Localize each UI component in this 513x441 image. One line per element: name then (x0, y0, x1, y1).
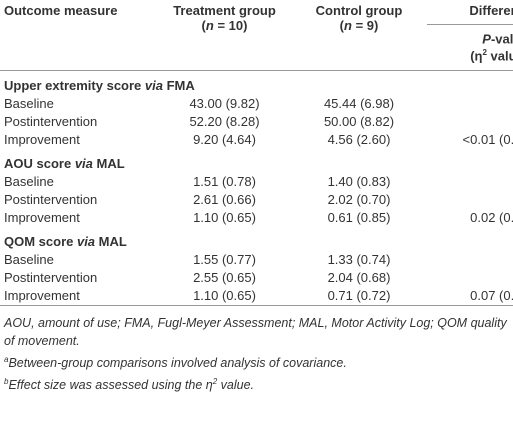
control-value: 1.40 (0.83) (327, 174, 391, 190)
text: Upper extremity score (4, 78, 145, 94)
text: QOM score (4, 234, 77, 250)
text: MAL (95, 234, 127, 250)
section-title: Upper extremity score via FMA (0, 71, 513, 95)
row-label: Postintervention (4, 270, 98, 286)
text: η (205, 377, 213, 392)
text: a (4, 354, 9, 364)
section-row: Upper extremity score via FMA (0, 71, 513, 95)
pvalue-label: P-valuea (427, 25, 513, 46)
text: = 10) (213, 18, 248, 33)
treatment-name: Treatment group (173, 3, 276, 18)
text: value) (490, 48, 513, 64)
text: ( (339, 18, 344, 33)
treatment-value: 43.00 (9.82) (189, 96, 260, 112)
text: -value (490, 31, 513, 47)
data-row: Improvement 9.20 (4.64) 4.56 (2.60) <0.01 (… (0, 131, 513, 149)
text: via (144, 78, 163, 94)
row-label: Baseline (4, 252, 54, 268)
header-difference: Difference P-valuea (η2 value)b (427, 0, 513, 70)
difference-value (427, 113, 513, 131)
difference-value: 0.07 (0.43) (470, 288, 513, 304)
text: Between-group comparisons involved analy… (8, 355, 347, 370)
data-row: Baseline 1.55 (0.77) 1.33 (0.74) (0, 251, 513, 269)
footnote-a: aBetween-group comparisons involved anal… (4, 351, 509, 372)
difference-value (427, 251, 513, 269)
text: = 9) (351, 18, 379, 33)
footnote-b: bEffect size was assessed using the η2 v… (4, 373, 509, 394)
footnotes: AOU, amount of use; FMA, Fugl-Meyer Asse… (0, 306, 513, 394)
data-row: Postintervention 2.61 (0.66) 2.02 (0.70) (0, 191, 513, 209)
data-row: Baseline 1.51 (0.78) 1.40 (0.83) (0, 173, 513, 191)
text: Effect size was assessed using the (8, 377, 206, 392)
text: 2 (212, 376, 218, 386)
row-label: Improvement (4, 132, 80, 148)
text: via (76, 234, 96, 250)
header-treatment: Treatment group (n = 10) (158, 0, 291, 70)
header-row: Outcome measure Treatment group (n = 10) … (0, 0, 513, 70)
text: n (205, 18, 214, 33)
data-row: Improvement 1.10 (0.65) 0.71 (0.72) 0.07 (0… (0, 287, 513, 306)
row-label: Baseline (4, 174, 54, 190)
rule (0, 69, 513, 71)
control-value: 0.71 (0.72) (327, 288, 391, 304)
control-value: 2.02 (0.70) (327, 192, 391, 208)
control-value: 45.44 (6.98) (323, 96, 395, 112)
control-value: 0.61 (0.85) (327, 210, 391, 226)
header-control: Control group (n = 9) (291, 0, 427, 70)
section-title: QOM score via MAL (0, 227, 513, 251)
difference-value (427, 191, 513, 209)
treatment-value: 1.55 (0.77) (193, 252, 256, 268)
difference-value (427, 95, 513, 113)
treatment-value: 52.20 (8.28) (189, 114, 260, 130)
treatment-value: 2.55 (0.65) (193, 270, 256, 286)
difference-label: Difference (427, 3, 513, 25)
rule (0, 304, 513, 306)
text: b (4, 376, 9, 386)
treatment-n: (n = 10) (162, 18, 287, 33)
data-row: Improvement 1.10 (0.65) 0.61 (0.85) 0.02 (0… (0, 209, 513, 227)
text: AOU score (4, 156, 75, 172)
data-row: Postintervention 52.20 (8.28) 50.00 (8.82) (0, 113, 513, 131)
footnote-abbreviations: AOU, amount of use; FMA, Fugl-Meyer Asse… (4, 315, 507, 348)
text: via (74, 156, 93, 172)
row-label: Baseline (4, 96, 54, 112)
text: n (344, 18, 352, 33)
control-value: 2.04 (0.68) (327, 270, 391, 286)
difference-value (427, 173, 513, 191)
text: MAL (92, 156, 125, 172)
text: FMA (162, 78, 195, 94)
row-label: Postintervention (4, 114, 98, 130)
row-label: Postintervention (4, 192, 98, 208)
text: P (482, 31, 491, 47)
data-row: Postintervention 2.55 (0.65) 2.04 (0.68) (0, 269, 513, 287)
treatment-value: 2.61 (0.66) (193, 192, 256, 208)
section-row: AOU score via MAL (0, 149, 513, 173)
text: value. (217, 377, 255, 392)
text: ( (201, 18, 206, 33)
row-label: Improvement (4, 288, 80, 304)
control-value: 1.33 (0.74) (327, 252, 391, 268)
control-value: 50.00 (8.82) (323, 114, 395, 130)
section-row: QOM score via MAL (0, 227, 513, 251)
treatment-value: 1.10 (0.65) (193, 288, 256, 304)
text: 2 (482, 48, 487, 58)
control-n: (n = 9) (295, 18, 423, 33)
difference-value: <0.01 (0.43) (462, 132, 513, 148)
treatment-value: 1.51 (0.78) (193, 174, 256, 190)
control-name: Control group (315, 3, 403, 18)
row-label: Improvement (4, 210, 80, 226)
difference-value (427, 269, 513, 287)
control-value: 4.56 (2.60) (327, 132, 391, 148)
treatment-value: 9.20 (4.64) (193, 132, 256, 148)
eta-label: (η2 value)b (427, 46, 513, 69)
results-table: Outcome measure Treatment group (n = 10) … (0, 0, 513, 306)
treatment-value: 1.10 (0.65) (193, 210, 256, 226)
table-body: Upper extremity score via FMA Baseline 43.… (0, 71, 513, 306)
text: (η (470, 48, 483, 64)
header-outcome: Outcome measure (4, 3, 118, 18)
data-row: Baseline 43.00 (9.82) 45.44 (6.98) (0, 95, 513, 113)
section-title: AOU score via MAL (0, 149, 513, 173)
difference-value: 0.02 (0.52) (470, 210, 513, 226)
